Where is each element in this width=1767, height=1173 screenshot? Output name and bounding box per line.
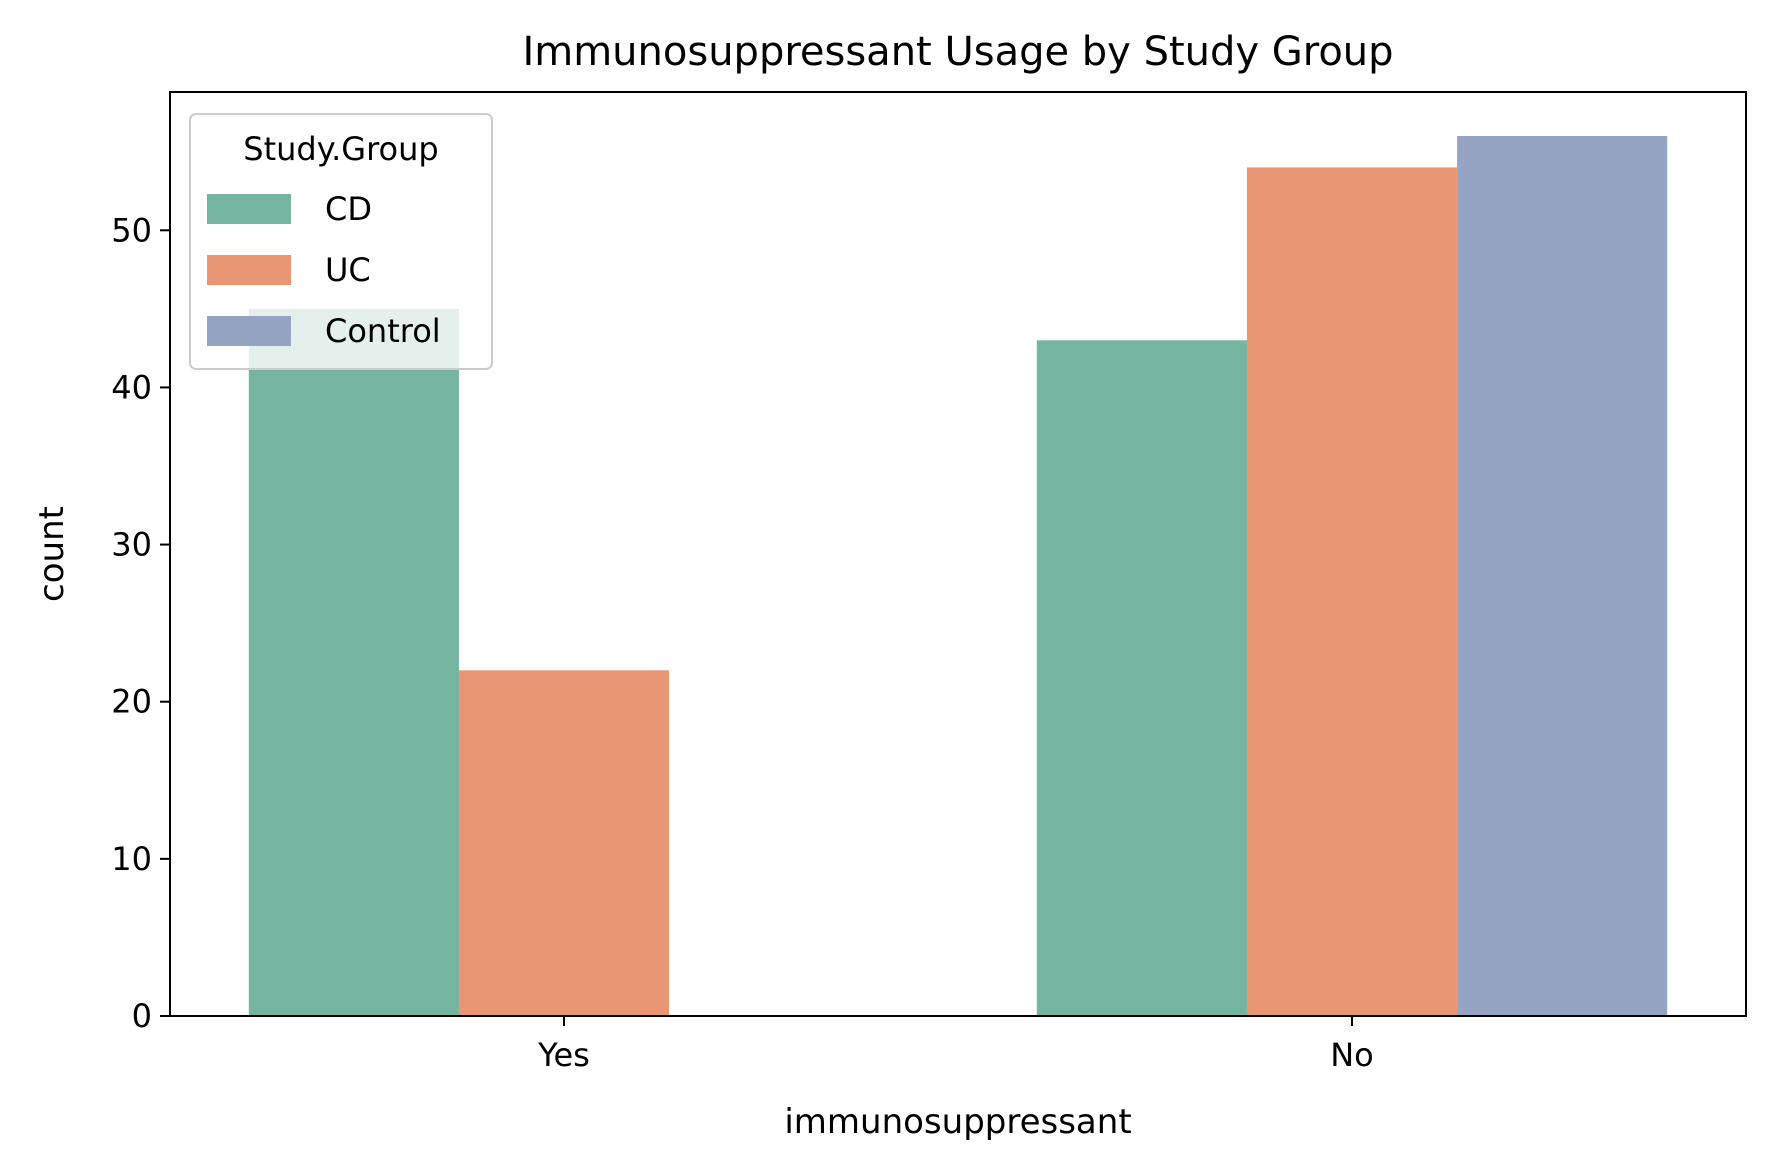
x-axis-label: immunosuppressant [784, 1102, 1131, 1142]
legend-box [189, 113, 493, 370]
bars-layer [248, 136, 1668, 1016]
legend-items: CD UC Control [207, 190, 441, 350]
x-axis: Yes No [537, 1016, 1374, 1074]
legend-swatch-cd [207, 194, 291, 224]
bar-uc-yes [458, 670, 670, 1016]
bar-cd-yes [248, 308, 459, 1016]
legend-label-cd: CD [325, 190, 372, 228]
y-tick-label: 10 [111, 840, 152, 878]
chart-title: Immunosuppressant Usage by Study Group [522, 29, 1393, 75]
legend: Study.Group CD UC Control [189, 113, 493, 370]
y-tick-label: 30 [111, 526, 152, 564]
y-tick-label: 20 [111, 683, 152, 721]
x-tick-label: No [1330, 1036, 1374, 1074]
bar-cd-no [1036, 340, 1247, 1016]
y-axis-label: count [32, 506, 72, 602]
legend-label-uc: UC [325, 251, 371, 289]
legend-label-control: Control [325, 312, 441, 350]
legend-swatch-control [207, 316, 291, 346]
y-tick-label: 40 [111, 368, 152, 406]
bar-uc-no [1246, 167, 1458, 1016]
legend-title: Study.Group [243, 130, 438, 168]
y-tick-label: 50 [111, 211, 152, 249]
y-axis: 0 10 20 30 40 50 [111, 211, 170, 1035]
bar-control-no [1457, 136, 1668, 1016]
x-tick-label: Yes [537, 1036, 590, 1074]
plot-frame [169, 91, 1747, 1017]
legend-swatch-uc [207, 255, 291, 285]
y-tick-label: 0 [132, 997, 152, 1035]
